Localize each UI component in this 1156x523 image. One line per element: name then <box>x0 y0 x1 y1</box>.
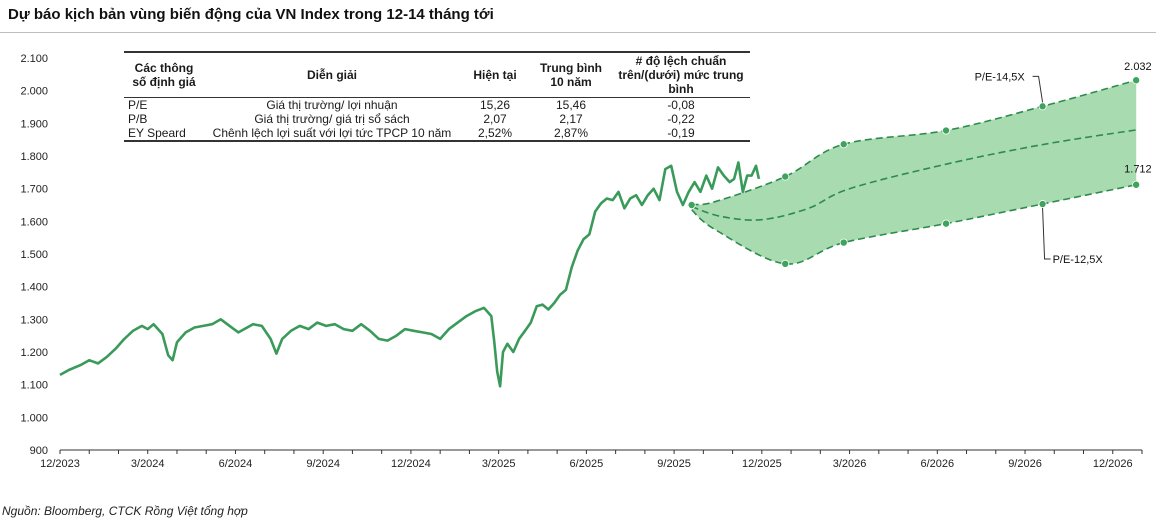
x-tick-label: 6/2026 <box>920 458 954 470</box>
lower-marker <box>942 219 951 228</box>
x-tick-label: 12/2025 <box>742 458 782 470</box>
pe-14-5x-label: P/E-14,5X <box>975 71 1026 83</box>
cell-metric: P/B <box>128 112 148 126</box>
pe-12-5x-label: P/E-12,5X <box>1053 254 1104 266</box>
cell-description: Chênh lệch lợi suất với lợi tức TPCP 10 … <box>204 126 460 142</box>
y-tick-label: 1.800 <box>20 151 48 163</box>
annotation-layer: 2.032 1.712 P/E-14,5X P/E-12,5X <box>975 61 1152 266</box>
upper-marker <box>1132 76 1141 85</box>
x-tick-label: 9/2025 <box>657 458 691 470</box>
x-tick-label: 3/2025 <box>482 458 516 470</box>
lower-marker <box>1132 180 1141 189</box>
pe-12-5x-leader <box>1042 208 1051 260</box>
cell-current: 2,52% <box>460 126 530 142</box>
title-divider <box>0 32 1156 33</box>
page-title: Dự báo kịch bản vùng biến động của VN In… <box>8 6 494 23</box>
y-tick-label: 1.200 <box>20 347 48 359</box>
table-row: P/B Giá thị trường/ giá trị sổ sách 2,07… <box>124 112 750 126</box>
table-row: P/E Giá thị trường/ lợi nhuận 15,26 15,4… <box>124 98 750 113</box>
y-tick-label: 1.400 <box>20 282 48 294</box>
lower-marker <box>781 259 790 268</box>
cell-average: 15,46 <box>555 98 587 112</box>
x-tick-label: 12/2023 <box>40 458 80 470</box>
upper-marker <box>839 140 848 149</box>
upper-marker <box>781 172 790 181</box>
lower-marker <box>1038 200 1047 209</box>
y-tick-label: 1.900 <box>20 118 48 130</box>
upper-marker <box>1038 102 1047 111</box>
x-tick-label: 9/2026 <box>1008 458 1042 470</box>
pe-14-5x-leader <box>1032 75 1044 103</box>
upper-end-label: 2.032 <box>1124 61 1152 73</box>
y-tick-label: 1.600 <box>20 216 48 228</box>
source-note: Nguồn: Bloomberg, CTCK Rồng Việt tổng hợ… <box>2 504 248 518</box>
x-tick-label: 6/2025 <box>570 458 604 470</box>
x-tick-label: 3/2024 <box>131 458 165 470</box>
cell-deviation: -0,08 <box>667 98 695 112</box>
series-layer <box>59 161 761 388</box>
x-tick-label: 12/2026 <box>1093 458 1133 470</box>
x-tick-label: 3/2026 <box>833 458 867 470</box>
cell-metric: P/E <box>128 98 148 112</box>
table-row: EY Speard Chênh lệch lợi suất với lợi tứ… <box>124 126 750 142</box>
y-tick-label: 1.100 <box>20 380 48 392</box>
x-tick-label: 9/2024 <box>306 458 340 470</box>
cell-average: 2,87% <box>530 126 612 142</box>
x-tick-label: 6/2024 <box>219 458 253 470</box>
cell-current: 2,07 <box>483 112 507 126</box>
y-tick-label: 900 <box>30 445 48 457</box>
start-marker <box>687 200 696 209</box>
x-axis: 12/2023 3/2024 6/2024 9/2024 12/2024 3/2025 6/… <box>40 449 1143 470</box>
lower-marker <box>839 238 848 247</box>
cell-deviation: -0,19 <box>612 126 750 142</box>
lower-end-label: 1.712 <box>1124 164 1152 176</box>
mid-scenario-line <box>691 129 1137 221</box>
header-std-deviation: # độ lệch chuẩn trên/(dưới) mức trung bì… <box>612 51 750 98</box>
y-tick-label: 1.300 <box>20 314 48 326</box>
forecast-markers <box>687 76 1141 268</box>
cell-metric: EY Speard <box>124 126 204 142</box>
header-metric: Các thông số định giá <box>124 51 204 98</box>
y-axis: 900 1.000 1.100 1.200 1.300 1.400 1.500 1.600 1.… <box>20 53 48 457</box>
table-header-row: Các thông số định giá Diễn giải Hiện tại… <box>124 51 750 98</box>
y-tick-label: 2.000 <box>20 86 48 98</box>
y-tick-label: 1.500 <box>20 249 48 261</box>
valuation-table: Các thông số định giá Diễn giải Hiện tại… <box>124 51 750 142</box>
cell-description: Giá thị trường/ giá trị sổ sách <box>254 112 410 126</box>
upper-marker <box>942 126 951 135</box>
cell-current: 15,26 <box>479 98 511 112</box>
y-tick-label: 1.000 <box>20 412 48 424</box>
cell-deviation: -0,22 <box>667 112 695 126</box>
vn-index-line <box>59 161 761 388</box>
vn-index-chart: 900 1.000 1.100 1.200 1.300 1.400 1.500 1.600 1.… <box>20 53 1152 470</box>
y-tick-label: 1.700 <box>20 184 48 196</box>
header-description: Diễn giải <box>204 51 460 98</box>
header-current: Hiện tại <box>460 51 530 98</box>
cell-description: Giá thị trường/ lợi nhuận <box>266 98 398 112</box>
cell-average: 2,17 <box>559 112 583 126</box>
header-10y-average: Trung bình 10 năm <box>530 51 612 98</box>
x-tick-label: 12/2024 <box>391 458 431 470</box>
y-tick-label: 2.100 <box>20 53 48 65</box>
